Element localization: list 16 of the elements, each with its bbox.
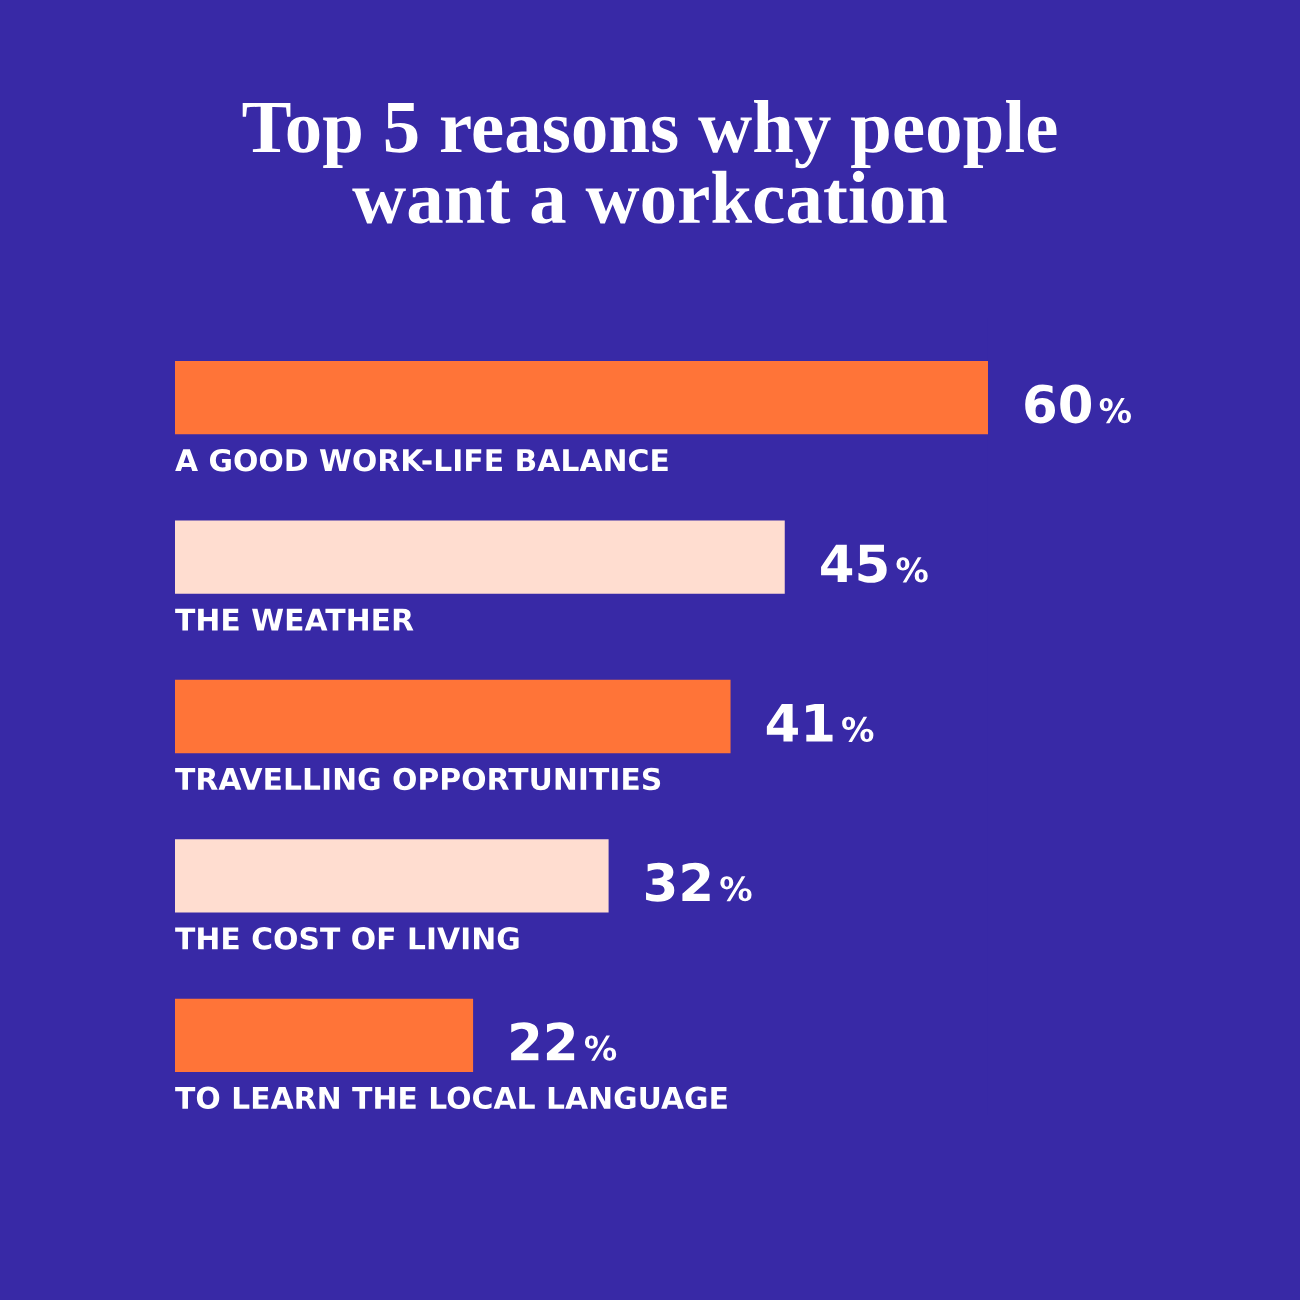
data-label: 22% [511, 1022, 617, 1061]
data-label: 60% [1025, 384, 1131, 424]
bar [175, 520, 785, 594]
y-tick-label: THE WEATHER [175, 608, 414, 631]
bar [175, 839, 609, 913]
y-tick-label: A GOOD WORK-LIFE BALANCE [175, 448, 668, 472]
y-tick-label: TRAVELLING OPPORTUNITIES [175, 767, 661, 791]
bar [175, 679, 731, 754]
bar [175, 361, 988, 435]
bar [175, 998, 474, 1072]
y-tick-label: TO LEARN THE LOCAL LANGUAGE [175, 1086, 727, 1110]
data-label: 45% [821, 544, 928, 583]
data-label: 41% [766, 704, 874, 742]
y-tick-label: THE COST OF LIVING [175, 927, 519, 950]
data-label: 32% [646, 862, 752, 902]
chart-title: Top 5 reasons why people want a workcation [242, 100, 1057, 224]
